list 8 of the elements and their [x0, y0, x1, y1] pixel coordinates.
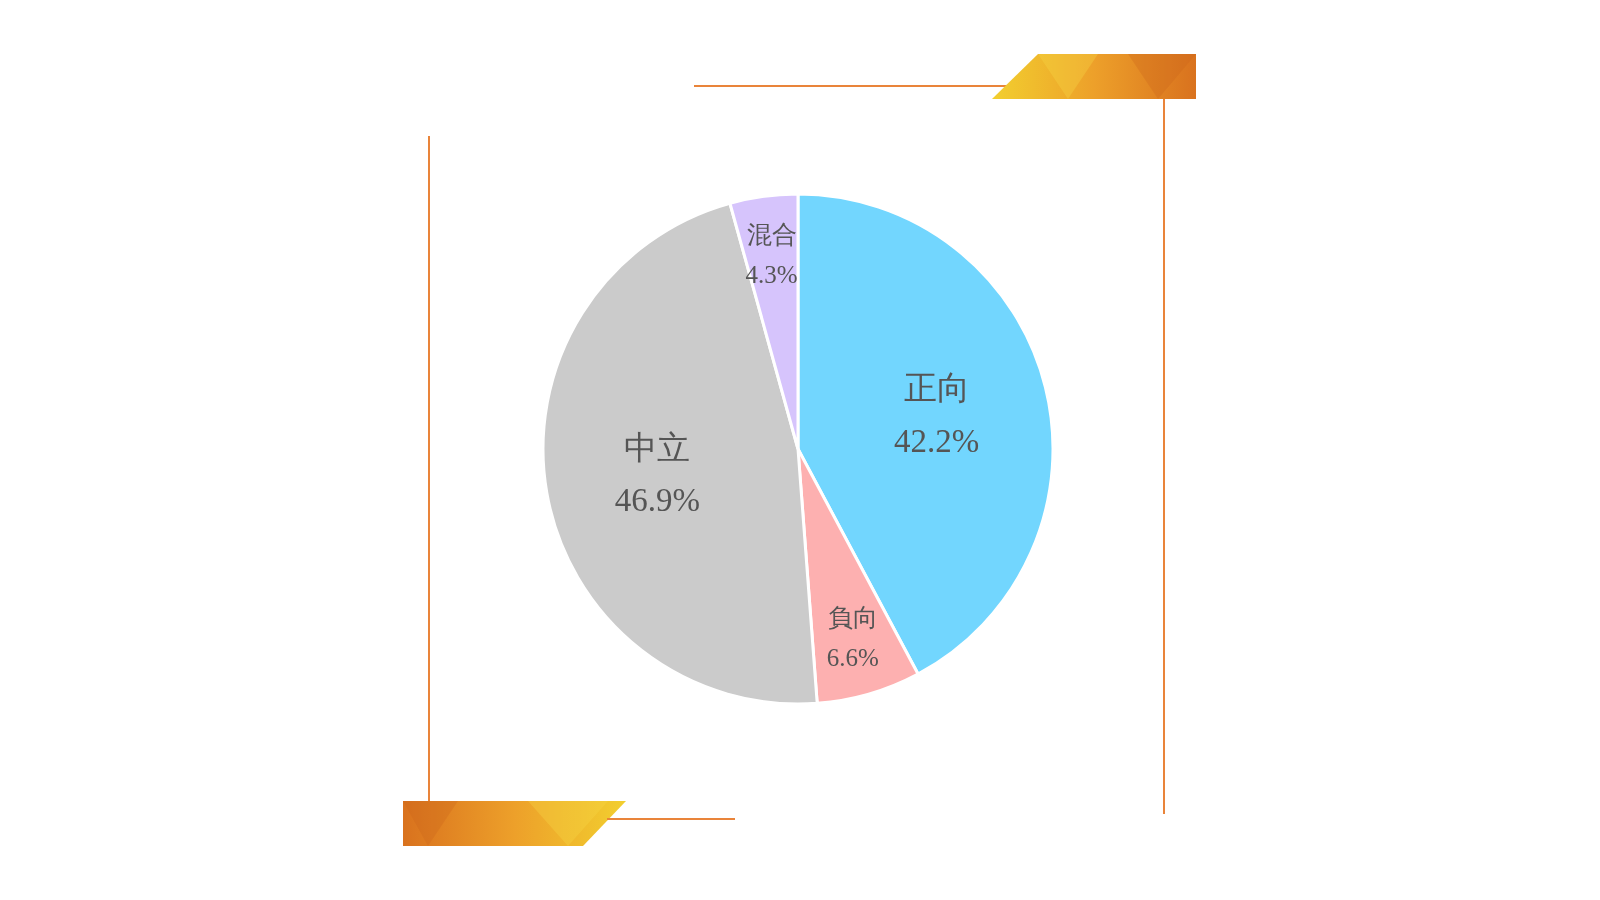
data-label: 4.3%: [745, 260, 798, 288]
data-label: 42.2%: [893, 422, 980, 459]
data-label: 6.6%: [826, 644, 879, 672]
slice-label: 中立: [624, 427, 691, 467]
data-label: 46.9%: [614, 482, 700, 519]
slice-label: 正向: [903, 368, 970, 408]
slice-label: 混合: [746, 219, 797, 249]
slice-label: 負向: [827, 603, 878, 633]
